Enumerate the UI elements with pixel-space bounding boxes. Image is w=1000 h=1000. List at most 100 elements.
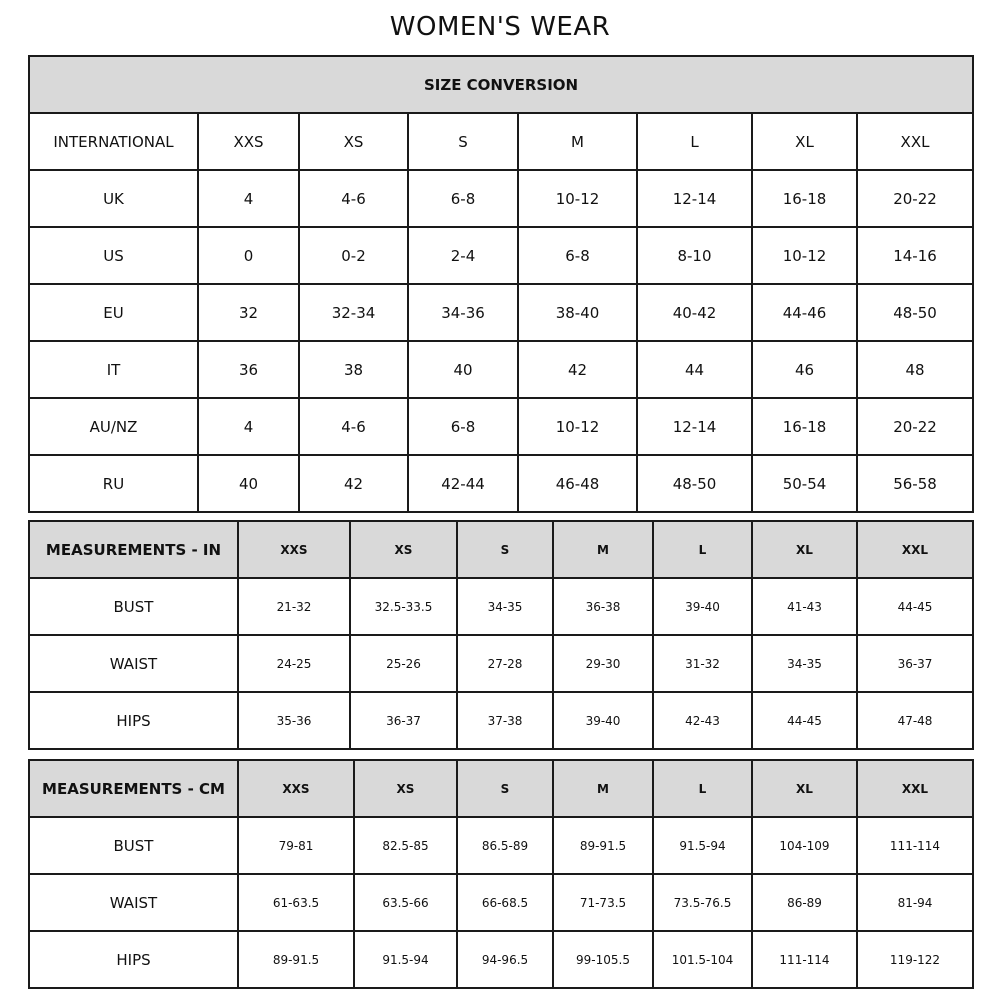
page-title: WOMEN'S WEAR — [389, 12, 611, 42]
size-value: 25-26 — [349, 634, 458, 693]
size-column-header: M — [552, 520, 654, 579]
size-value: 40 — [407, 340, 519, 399]
size-value: 2-4 — [407, 226, 519, 285]
table-row: HIPS 89-91.5 91.5-94 94-96.5 99-105.5 101.5-1… — [28, 930, 974, 989]
row-header-label: MEASUREMENTS - CM — [28, 759, 239, 818]
size-value: 34-35 — [456, 577, 554, 636]
size-value: 4-6 — [298, 397, 409, 456]
size-value: 31-32 — [652, 634, 753, 693]
size-value: 27-28 — [456, 634, 554, 693]
size-column-header: XS — [298, 112, 409, 171]
size-value: 16-18 — [751, 169, 858, 228]
size-value: 38 — [298, 340, 409, 399]
row-label: WAIST — [28, 873, 239, 932]
size-value: 34-36 — [407, 283, 519, 342]
size-value: 10-12 — [517, 397, 638, 456]
size-value: 44-45 — [856, 577, 974, 636]
measurements-in-body: MEASUREMENTS - IN XXS XS S M L XL XXL BUST 21-32 3… — [28, 520, 974, 750]
size-value: 89-91.5 — [237, 930, 355, 989]
size-value: 91.5-94 — [652, 816, 753, 875]
size-value: 24-25 — [237, 634, 351, 693]
table-row: HIPS 35-36 36-37 37-38 39-40 42-43 44-45 47-48 — [28, 691, 974, 750]
size-value: 86.5-89 — [456, 816, 554, 875]
size-column-header: XXS — [237, 520, 351, 579]
row-label: EU — [28, 283, 199, 342]
size-column-header: S — [456, 759, 554, 818]
size-value: 119-122 — [856, 930, 974, 989]
size-value: 29-30 — [552, 634, 654, 693]
size-value: 6-8 — [407, 169, 519, 228]
size-value: 20-22 — [855, 397, 975, 456]
size-value: 79-81 — [237, 816, 355, 875]
table-row: UK 4 4-6 6-8 10-12 12-14 16-18 20-22 — [28, 169, 975, 228]
size-column-header: XXS — [237, 759, 355, 818]
size-value: 20-22 — [855, 169, 975, 228]
size-value: 42-43 — [652, 691, 753, 750]
size-value: 89-91.5 — [552, 816, 654, 875]
row-label: UK — [28, 169, 199, 228]
row-label: HIPS — [28, 691, 239, 750]
size-value: 41-43 — [751, 577, 858, 636]
table-row: BUST 79-81 82.5-85 86.5-89 89-91.5 91.5-94 104… — [28, 816, 974, 875]
size-value: 32 — [197, 283, 300, 342]
size-value: 34-35 — [751, 634, 858, 693]
size-value: 42 — [298, 454, 409, 513]
size-value: 14-16 — [855, 226, 975, 285]
size-value: 6-8 — [517, 226, 638, 285]
measurements-cm-body: MEASUREMENTS - CM XXS XS S M L XL XXL BUST 79-81 8… — [28, 759, 974, 989]
table-heading: SIZE CONVERSION — [27, 55, 975, 114]
table-row: BUST 21-32 32.5-33.5 34-35 36-38 39-40 41-43 44… — [28, 577, 974, 636]
size-value: 0-2 — [298, 226, 409, 285]
size-value: 36-37 — [349, 691, 458, 750]
size-value: 10-12 — [517, 169, 638, 228]
size-value: 39-40 — [552, 691, 654, 750]
row-header-label: INTERNATIONAL — [28, 112, 199, 171]
size-column-header: XXS — [197, 112, 300, 171]
size-value: 46 — [751, 340, 858, 399]
size-value: 56-58 — [855, 454, 975, 513]
size-value: 66-68.5 — [456, 873, 554, 932]
size-value: 36 — [197, 340, 300, 399]
size-column-header: S — [407, 112, 519, 171]
size-value: 4 — [197, 397, 300, 456]
size-value: 12-14 — [636, 397, 753, 456]
size-value: 81-94 — [856, 873, 974, 932]
table-row: EU 32 32-34 34-36 38-40 40-42 44-46 48-50 — [28, 283, 975, 342]
size-value: 8-10 — [636, 226, 753, 285]
row-label: HIPS — [28, 930, 239, 989]
size-value: 101.5-104 — [652, 930, 753, 989]
size-value: 50-54 — [751, 454, 858, 513]
size-value: 39-40 — [652, 577, 753, 636]
size-value: 104-109 — [751, 816, 858, 875]
size-column-header: XL — [751, 520, 858, 579]
row-label: RU — [28, 454, 199, 513]
size-value: 16-18 — [751, 397, 858, 456]
size-value: 47-48 — [856, 691, 974, 750]
size-value: 48-50 — [636, 454, 753, 513]
table-row: RU 40 42 42-44 46-48 48-50 50-54 56-58 — [28, 454, 975, 513]
row-label: IT — [28, 340, 199, 399]
size-value: 71-73.5 — [552, 873, 654, 932]
row-header-label: MEASUREMENTS - IN — [28, 520, 239, 579]
size-value: 4 — [197, 169, 300, 228]
header-row: MEASUREMENTS - CM XXS XS S M L XL XXL — [28, 759, 974, 818]
size-value: 48 — [855, 340, 975, 399]
size-value: 111-114 — [856, 816, 974, 875]
size-value: 61-63.5 — [237, 873, 355, 932]
size-value: 42 — [517, 340, 638, 399]
size-column-header: XL — [751, 112, 858, 171]
size-value: 6-8 — [407, 397, 519, 456]
size-value: 35-36 — [237, 691, 351, 750]
size-column-header: M — [517, 112, 638, 171]
size-column-header: M — [552, 759, 654, 818]
size-value: 82.5-85 — [353, 816, 458, 875]
size-column-header: XXL — [856, 520, 974, 579]
size-column-header: XS — [349, 520, 458, 579]
size-value: 44-45 — [751, 691, 858, 750]
size-value: 73.5-76.5 — [652, 873, 753, 932]
table-row: WAIST 24-25 25-26 27-28 29-30 31-32 34-35 36-37 — [28, 634, 974, 693]
row-label: BUST — [28, 577, 239, 636]
size-value: 10-12 — [751, 226, 858, 285]
size-value: 36-37 — [856, 634, 974, 693]
size-value: 0 — [197, 226, 300, 285]
